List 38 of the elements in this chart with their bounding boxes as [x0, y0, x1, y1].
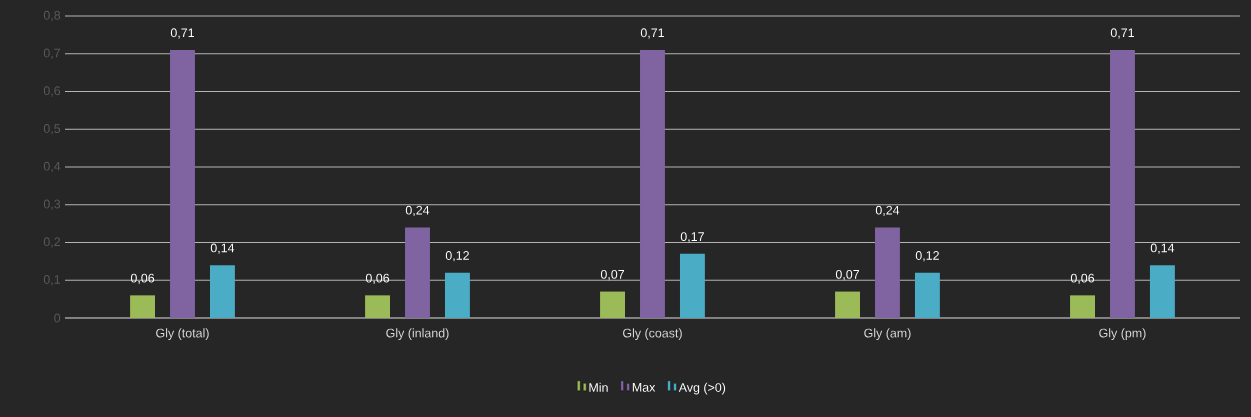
bar: [444, 272, 470, 318]
x-tick-label: Gly (total): [156, 328, 209, 340]
data-label: 0,71: [170, 28, 194, 39]
bar: [1070, 295, 1095, 318]
x-tick-label: Gly (pm): [1099, 328, 1146, 340]
bar: [679, 253, 705, 318]
bar: [405, 227, 430, 318]
bar: [640, 49, 665, 318]
data-label: 0,12: [915, 251, 939, 262]
bar: [835, 291, 860, 318]
data-label: 0,06: [365, 273, 390, 284]
data-label: 0,24: [405, 205, 430, 217]
data-label: 0,24: [875, 205, 900, 217]
data-label: 0,71: [1110, 28, 1134, 39]
data-label: 0,14: [210, 243, 235, 254]
data-label: 0,06: [1070, 273, 1095, 284]
data-label: 0,17: [680, 232, 704, 243]
bar: [170, 49, 195, 318]
bar: [914, 272, 940, 318]
data-label: 0,14: [1150, 243, 1175, 254]
x-tick-label: Gly (am): [864, 328, 911, 340]
bar: [1110, 49, 1135, 318]
bar: [875, 227, 900, 318]
bar: [600, 291, 625, 318]
legend-label: Min: [589, 382, 608, 392]
bar: [209, 265, 235, 318]
x-tick-label: Gly (inland): [386, 328, 449, 340]
data-label: 0,07: [600, 269, 625, 281]
bar: [365, 295, 390, 318]
legend-label: Max: [632, 383, 656, 392]
data-label: 0,12: [445, 251, 469, 262]
bar: [130, 295, 155, 318]
data-label: 0,71: [640, 28, 664, 39]
x-tick-label: Gly (coast): [623, 328, 682, 340]
legend-label: Avg (>0): [678, 382, 726, 395]
data-label: 0,06: [130, 273, 155, 284]
bar: [1149, 265, 1175, 318]
data-label: 0,07: [835, 269, 860, 281]
